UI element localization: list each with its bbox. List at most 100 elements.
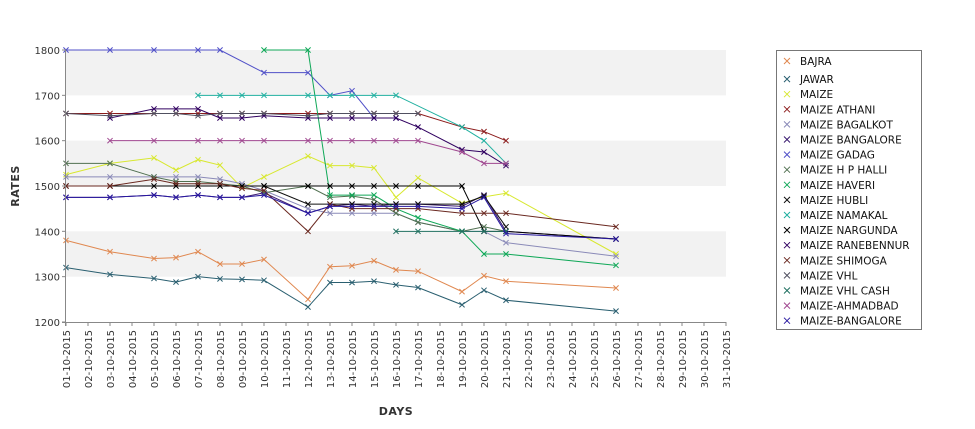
data-point [327, 203, 333, 210]
data-point [327, 194, 333, 201]
data-point [393, 228, 399, 235]
data-point [393, 266, 399, 273]
data-point [371, 164, 377, 171]
legend-label: JAWAR [799, 74, 834, 86]
data-point [459, 210, 465, 217]
data-point [415, 268, 421, 275]
legend-label: MAIZE HUBLI [800, 195, 868, 207]
data-point [305, 153, 311, 160]
data-point [107, 271, 113, 278]
data-point [195, 192, 201, 199]
x-axis-title: DAYS [379, 405, 413, 418]
legend-item: MAIZE VHL CASH [783, 286, 890, 298]
data-point [305, 296, 311, 303]
series-layer [63, 47, 619, 315]
data-point [415, 110, 421, 117]
data-point [503, 278, 509, 285]
data-point [459, 288, 465, 295]
data-point [305, 183, 311, 189]
legend-marker [783, 136, 791, 143]
x-tick-label: 15-10-2015 [370, 330, 381, 388]
data-point [107, 115, 113, 121]
x-tick-label: 20-10-2015 [480, 330, 491, 388]
legend-item: MAIZE BANGALORE [783, 135, 902, 147]
data-point [327, 201, 333, 208]
data-point [349, 203, 355, 210]
y-tick-label: 1700 [35, 91, 60, 102]
legend-item: MAIZE NARGUNDA [783, 225, 898, 237]
series-line [65, 239, 617, 301]
x-tick-label: 29-10-2015 [678, 330, 689, 388]
data-point [261, 189, 267, 196]
data-point [173, 180, 179, 187]
series-maize-vhl-cash [393, 228, 509, 235]
data-point [503, 190, 509, 197]
data-point [151, 183, 157, 189]
x-tick-label: 23-10-2015 [546, 330, 557, 388]
data-point [239, 137, 245, 144]
x-tick-label: 27-10-2015 [634, 330, 645, 388]
legend-marker [783, 287, 791, 294]
data-point [217, 162, 223, 169]
x-tick-label: 28-10-2015 [656, 330, 667, 388]
data-point [503, 251, 509, 257]
y-axis-title: RATES [9, 165, 22, 207]
legend-marker [783, 211, 791, 219]
y-tick-label: 1400 [35, 227, 60, 238]
legend-item: MAIZE NAMAKAL [783, 210, 888, 222]
data-point [195, 173, 201, 180]
data-point [195, 273, 201, 280]
series-line [109, 108, 507, 167]
legend-label: MAIZE-BANGALORE [800, 316, 902, 328]
legend-label: BAJRA [800, 56, 832, 68]
data-point [349, 137, 355, 144]
x-tick-label: 25-10-2015 [590, 330, 601, 388]
y-axis-ticks: 1200 1300 1400 1500 1600 1700 1800 [35, 46, 66, 329]
data-point [151, 110, 157, 117]
x-tick-label: 26-10-2015 [612, 330, 623, 388]
data-point [305, 228, 311, 235]
legend-label: MAIZE-AHMADBAD [800, 301, 899, 313]
data-point [305, 137, 311, 144]
data-point [415, 174, 421, 181]
data-point [107, 194, 113, 201]
data-point [613, 223, 619, 230]
data-point [393, 194, 399, 201]
legend-label: MAIZE BAGALKOT [800, 119, 893, 131]
data-point [107, 137, 113, 144]
data-point [239, 110, 245, 117]
data-point [481, 228, 487, 235]
data-point [151, 47, 157, 53]
data-point [415, 203, 421, 210]
data-point [415, 219, 421, 226]
data-point [393, 205, 399, 212]
legend-item: MAIZE VHL [783, 270, 858, 282]
data-point [173, 254, 179, 261]
x-tick-label: 12-10-2015 [304, 330, 315, 388]
series-line [65, 112, 418, 117]
grid-band [66, 140, 726, 186]
data-point [503, 228, 509, 235]
legend-label: MAIZE HAVERI [800, 180, 875, 192]
data-point [327, 162, 333, 169]
data-point [173, 194, 179, 201]
x-tick-label: 19-10-2015 [458, 330, 469, 388]
series-line [66, 185, 617, 240]
data-point [481, 287, 487, 294]
data-point [415, 137, 421, 144]
data-point [305, 201, 311, 208]
data-point [151, 154, 157, 161]
data-point [327, 137, 333, 144]
legend: BAJRA JAWAR MAIZE MAIZE ATHANI MAIZE BAGALKO… [776, 50, 922, 330]
series-maize-ahmadbad [107, 137, 509, 167]
x-tick-label: 24-10-2015 [568, 330, 579, 388]
x-tick-label: 06-10-2015 [172, 330, 183, 388]
data-point [239, 92, 245, 99]
x-tick-label: 18-10-2015 [436, 330, 447, 388]
legend-label: MAIZE GADAG [800, 150, 875, 162]
data-point [305, 47, 311, 53]
data-point [371, 205, 377, 212]
data-point [415, 214, 421, 221]
data-point [349, 193, 355, 199]
data-point [151, 255, 157, 262]
